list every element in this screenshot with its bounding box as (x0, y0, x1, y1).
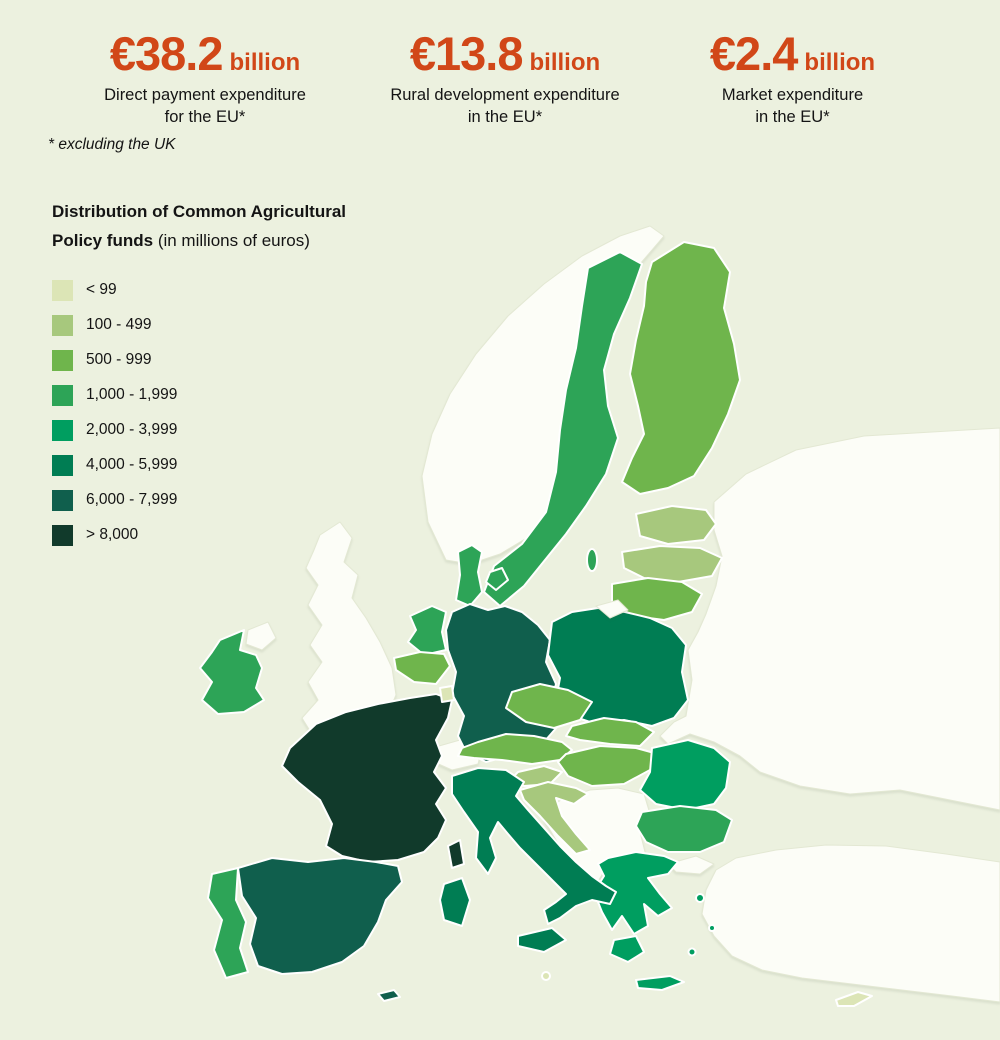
stat-market: €2.4 billion Market expenditure in the EU… (645, 26, 940, 129)
legend-label: 2,000 - 3,999 (86, 421, 178, 439)
legend-title-line2-regular: (in millions of euros) (157, 230, 310, 250)
legend-label: 1,000 - 1,999 (86, 386, 178, 404)
stat-unit: billion (804, 49, 876, 76)
legend-title: Distribution of Common Agricultural Poli… (52, 198, 382, 256)
legend-label: 6,000 - 7,999 (86, 491, 178, 509)
country-sweden (483, 251, 643, 607)
stat-value: €13.8 billion (355, 26, 655, 81)
legend-label: 4,000 - 5,999 (86, 456, 178, 474)
greek-island (708, 924, 716, 932)
legend-item: 100 - 499 (52, 314, 382, 336)
landmass-kaliningrad (595, 599, 629, 619)
island-crete (635, 975, 685, 991)
stat-label-line2: in the EU* (467, 107, 543, 126)
country-france (281, 693, 453, 863)
country-estonia (635, 505, 717, 545)
island-corsica (447, 839, 465, 869)
island-sicily (517, 927, 567, 953)
legend-item: > 8,000 (52, 524, 382, 546)
island-mallorca (377, 989, 401, 1002)
landmass-east-europe (659, 427, 1000, 811)
country-cyprus (835, 991, 873, 1007)
stat-number: €13.8 (409, 27, 524, 80)
country-denmark (455, 544, 483, 607)
island-sardinia (439, 877, 471, 927)
stat-label: Rural development expenditure in the EU* (355, 85, 655, 129)
legend-item: 2,000 - 3,999 (52, 419, 382, 441)
stat-unit: billion (229, 49, 301, 76)
legend: Distribution of Common Agricultural Poli… (52, 198, 382, 560)
country-denmark-islands (485, 567, 509, 591)
legend-swatch (52, 279, 73, 301)
legend-item: 500 - 999 (52, 349, 382, 371)
landmass-turkey (701, 844, 1000, 1003)
legend-item: 4,000 - 5,999 (52, 454, 382, 476)
island-gotland (586, 548, 598, 572)
country-latvia (621, 545, 723, 583)
legend-title-line1: Distribution of Common Agricultural (52, 202, 347, 221)
stat-label-line1: Market expenditure (721, 86, 864, 104)
legend-label: > 8,000 (86, 526, 139, 544)
greek-island (695, 893, 705, 903)
legend-label: < 99 (86, 281, 117, 299)
country-czechia (505, 683, 593, 729)
footnote: * excluding the UK (48, 136, 176, 153)
stat-value: €38.2 billion (55, 26, 355, 81)
legend-item: < 99 (52, 279, 382, 301)
country-luxembourg (439, 685, 455, 703)
stat-rural-development: €13.8 billion Rural development expenditu… (355, 26, 655, 129)
landmass-northern-ireland (245, 621, 277, 651)
country-finland (621, 241, 741, 495)
stat-label-line1: Rural development expenditure (390, 86, 620, 104)
stat-label-line2: for the EU* (164, 107, 246, 126)
stat-direct-payment: €38.2 billion Direct payment expenditure … (55, 26, 355, 129)
legend-label: 100 - 499 (86, 316, 152, 334)
country-bulgaria (635, 805, 733, 853)
legend-item: 6,000 - 7,999 (52, 489, 382, 511)
country-greece-peloponnese (609, 935, 645, 963)
stat-label: Market expenditure in the EU* (645, 85, 940, 129)
country-belgium (393, 651, 451, 685)
legend-item: 1,000 - 1,999 (52, 384, 382, 406)
legend-label: 500 - 999 (86, 351, 152, 369)
stat-label: Direct payment expenditure for the EU* (55, 85, 355, 129)
legend-swatch (52, 314, 73, 336)
country-spain (237, 857, 403, 975)
legend-title-line2-bold: Policy funds (52, 230, 154, 250)
landmass-turkey-thrace (667, 855, 715, 875)
legend-swatch (52, 489, 73, 511)
country-malta (541, 971, 551, 981)
stat-label-line2: in the EU* (755, 107, 830, 126)
country-hungary (557, 745, 659, 787)
country-italy (451, 767, 617, 925)
stat-value: €2.4 billion (645, 26, 940, 81)
country-slovakia (565, 717, 655, 747)
legend-swatch (52, 349, 73, 371)
stat-label-line1: Direct payment expenditure (104, 86, 306, 104)
country-netherlands (407, 605, 447, 656)
legend-swatch (52, 524, 73, 546)
country-portugal (207, 867, 249, 979)
country-romania (639, 739, 731, 811)
stat-unit: billion (529, 49, 601, 76)
greek-island (687, 947, 697, 957)
stat-number: €2.4 (709, 27, 798, 80)
legend-swatch (52, 419, 73, 441)
stat-number: €38.2 (109, 27, 224, 80)
country-ireland (199, 629, 265, 715)
legend-swatch (52, 384, 73, 406)
legend-items: < 99 100 - 499 500 - 999 1,000 - 1,999 2,000… (52, 279, 382, 546)
legend-swatch (52, 454, 73, 476)
country-croatia (519, 781, 591, 855)
